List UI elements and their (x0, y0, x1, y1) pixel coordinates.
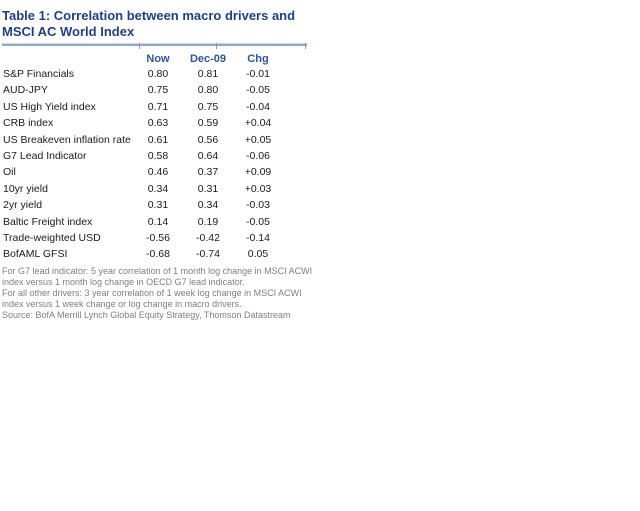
cell-chg: +0.03 (244, 182, 272, 195)
cell-now: 0.63 (147, 117, 169, 130)
row-label: 2yr yield (3, 199, 43, 212)
table-row: Trade-weighted USD -0.56 -0.42 -0.14 (2, 230, 278, 246)
footnote: For G7 lead indicator: 5 year correlatio… (2, 266, 347, 321)
footnote-line: For G7 lead indicator: 5 year correlatio… (2, 265, 313, 276)
cell-now: 0.58 (147, 150, 169, 163)
table-row: US High Yield index 0.71 0.75 -0.04 (2, 99, 278, 115)
cell-now: 0.80 (147, 68, 169, 80)
cell-now: 0.61 (147, 133, 169, 146)
cell-now: 0.46 (147, 166, 169, 179)
cell-dec09: -0.42 (196, 232, 220, 245)
title-rule (2, 43, 307, 49)
table-row: BofAML GFSI -0.68 -0.74 0.05 (2, 246, 278, 262)
row-label: S&P Financials (3, 68, 75, 80)
row-label: US Breakeven inflation rate (3, 133, 131, 146)
cell-chg: -0.14 (246, 232, 270, 245)
cell-now: -0.56 (146, 232, 170, 245)
cell-dec09: 0.80 (197, 84, 219, 97)
cell-chg: 0.05 (247, 248, 269, 261)
cell-dec09: 0.75 (197, 100, 219, 113)
row-label: Oil (3, 166, 16, 179)
table-row: CRB index 0.63 0.59 +0.04 (2, 115, 278, 131)
column-header-chg: Chg (247, 53, 269, 65)
table-row: AUD-JPY 0.75 0.80 -0.05 (2, 82, 278, 98)
cell-now: -0.68 (146, 248, 170, 261)
table-row: Baltic Freight index 0.14 0.19 -0.05 (2, 214, 278, 230)
table-exhibit: Table 1: Correlation between macro drive… (2, 8, 347, 321)
cell-chg: -0.05 (246, 215, 270, 228)
row-label: AUD-JPY (3, 84, 48, 97)
cell-now: 0.14 (147, 215, 169, 228)
cell-chg: -0.04 (246, 100, 270, 113)
row-label: G7 Lead Indicator (3, 150, 87, 163)
cell-chg: +0.09 (244, 166, 272, 179)
column-header-dec09: Dec-09 (189, 53, 227, 65)
row-label: Trade-weighted USD (3, 232, 101, 245)
cell-now: 0.75 (147, 84, 169, 97)
cell-chg: -0.01 (246, 68, 270, 80)
row-label: BofAML GFSI (3, 248, 68, 261)
cell-dec09: -0.74 (196, 248, 220, 261)
cell-now: 0.34 (147, 182, 169, 195)
footnote-line: For all other drivers: 3 year correlatio… (2, 287, 302, 298)
cell-dec09: 0.81 (197, 68, 219, 80)
table-row: 10yr yield 0.34 0.31 +0.03 (2, 181, 278, 197)
cell-chg: +0.05 (244, 133, 272, 146)
footnote-line: index versus 1 week change or log change… (2, 298, 242, 309)
column-tick (139, 43, 140, 49)
cell-chg: -0.03 (246, 199, 270, 212)
table-row: 2yr yield 0.31 0.34 -0.03 (2, 197, 278, 213)
column-tick (305, 43, 306, 49)
column-header-now: Now (146, 53, 170, 65)
cell-chg: +0.04 (244, 117, 272, 130)
title-rule-line (2, 43, 307, 46)
cell-dec09: 0.19 (197, 215, 219, 228)
table-row: Oil 0.46 0.37 +0.09 (2, 164, 278, 180)
table-header-row: Now Dec-09 Chg (2, 46, 347, 66)
row-label: 10yr yield (3, 182, 48, 195)
cell-dec09: 0.37 (197, 166, 219, 179)
table-row: US Breakeven inflation rate 0.61 0.56 +0.05 (2, 132, 278, 148)
cell-now: 0.71 (147, 100, 169, 113)
cell-dec09: 0.59 (197, 117, 219, 130)
table-row: S&P Financials 0.80 0.81 -0.01 (2, 66, 278, 82)
cell-dec09: 0.34 (197, 199, 219, 212)
table-title: Table 1: Correlation between macro drive… (2, 8, 296, 39)
table-row: G7 Lead Indicator 0.58 0.64 -0.06 (2, 148, 278, 164)
footnote-source: Source: BofA Merrill Lynch Global Equity… (2, 309, 291, 320)
cell-chg: -0.05 (246, 84, 270, 97)
column-tick (216, 43, 217, 49)
row-label: Baltic Freight index (3, 215, 93, 228)
footnote-line: index versus 1 month log change in OECD … (2, 276, 245, 287)
cell-chg: -0.06 (246, 150, 270, 163)
row-label: CRB index (3, 117, 54, 130)
cell-dec09: 0.64 (197, 150, 219, 163)
cell-dec09: 0.31 (197, 182, 219, 195)
row-label: US High Yield index (3, 100, 96, 113)
cell-dec09: 0.56 (197, 133, 219, 146)
table-body: S&P Financials 0.80 0.81 -0.01 AUD-JPY 0.75 0.… (2, 66, 278, 263)
cell-now: 0.31 (147, 199, 169, 212)
